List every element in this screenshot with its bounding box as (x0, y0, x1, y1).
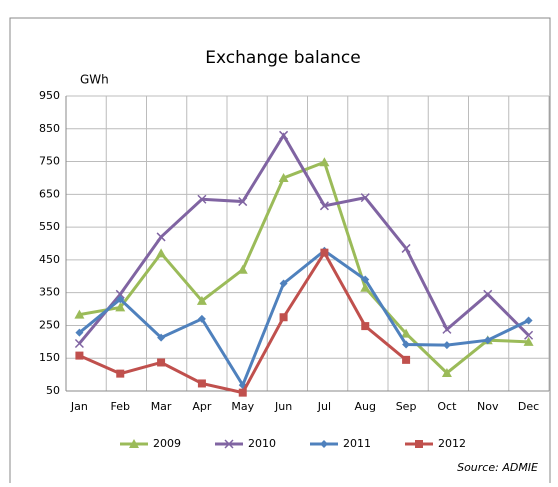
point (401, 328, 412, 338)
point (116, 295, 125, 304)
point (156, 232, 166, 242)
point (401, 243, 411, 253)
point (224, 439, 234, 449)
point (74, 309, 85, 319)
y-tick-label: 250 (39, 318, 60, 331)
y-tick-label: 750 (39, 155, 60, 168)
legend-label: 2010 (248, 437, 276, 450)
point (402, 355, 411, 364)
y-tick-label: 550 (39, 220, 60, 233)
series-line (78, 248, 530, 389)
point (361, 322, 370, 331)
point (278, 172, 289, 182)
point (75, 328, 84, 337)
point (441, 367, 452, 377)
point (523, 336, 534, 346)
x-tick-label: Aug (355, 400, 376, 413)
x-tick-label: Dec (518, 400, 539, 413)
point (415, 440, 423, 448)
point (524, 330, 534, 340)
point (197, 194, 207, 204)
point (115, 302, 126, 312)
point (75, 351, 84, 360)
point (129, 439, 139, 448)
x-tick-label: Mar (151, 400, 172, 413)
point (442, 324, 452, 334)
point (238, 388, 247, 397)
point (319, 201, 329, 211)
x-tick-label: Nov (477, 400, 499, 413)
y-tick-label: 350 (39, 286, 60, 299)
x-tick-label: Sep (396, 400, 417, 413)
point (279, 313, 288, 322)
point (320, 440, 328, 448)
x-tick-label: Jul (317, 400, 331, 413)
x-tick-label: Jan (70, 400, 88, 413)
point (156, 248, 167, 258)
y-tick-label: 650 (39, 187, 60, 200)
point (402, 340, 411, 349)
point (360, 282, 371, 292)
y-tick-label: 50 (46, 384, 60, 397)
x-tick-label: Jun (274, 400, 292, 413)
point (483, 289, 493, 299)
point (319, 157, 330, 167)
point (196, 295, 207, 305)
y-tick-label: 450 (39, 253, 60, 266)
x-tick-label: Feb (111, 400, 130, 413)
x-tick-label: Apr (192, 400, 212, 413)
point (238, 197, 248, 207)
point (74, 338, 84, 349)
y-tick-label: 950 (39, 89, 60, 102)
y-tick-label: 150 (39, 351, 60, 364)
point (279, 130, 289, 140)
y-axis-label: GWh (80, 73, 109, 87)
series-line (78, 132, 530, 345)
legend-label: 2009 (153, 437, 181, 450)
x-tick-label: May (231, 400, 254, 413)
y-tick-label: 850 (39, 122, 60, 135)
chart-title: Exchange balance (205, 48, 360, 68)
point (279, 279, 288, 288)
point (197, 379, 206, 388)
legend-label: 2012 (438, 437, 466, 450)
point (320, 248, 329, 257)
point (360, 193, 370, 203)
point (115, 289, 125, 299)
point (442, 341, 451, 350)
point (237, 264, 248, 274)
source-note: Source: ADMIE (457, 461, 538, 474)
point (116, 369, 125, 378)
point (483, 336, 492, 345)
x-tick-label: Oct (437, 400, 457, 413)
point (157, 358, 166, 367)
point (157, 333, 166, 342)
point (524, 316, 533, 325)
legend-label: 2011 (343, 437, 371, 450)
point (197, 314, 206, 323)
point (361, 275, 370, 284)
